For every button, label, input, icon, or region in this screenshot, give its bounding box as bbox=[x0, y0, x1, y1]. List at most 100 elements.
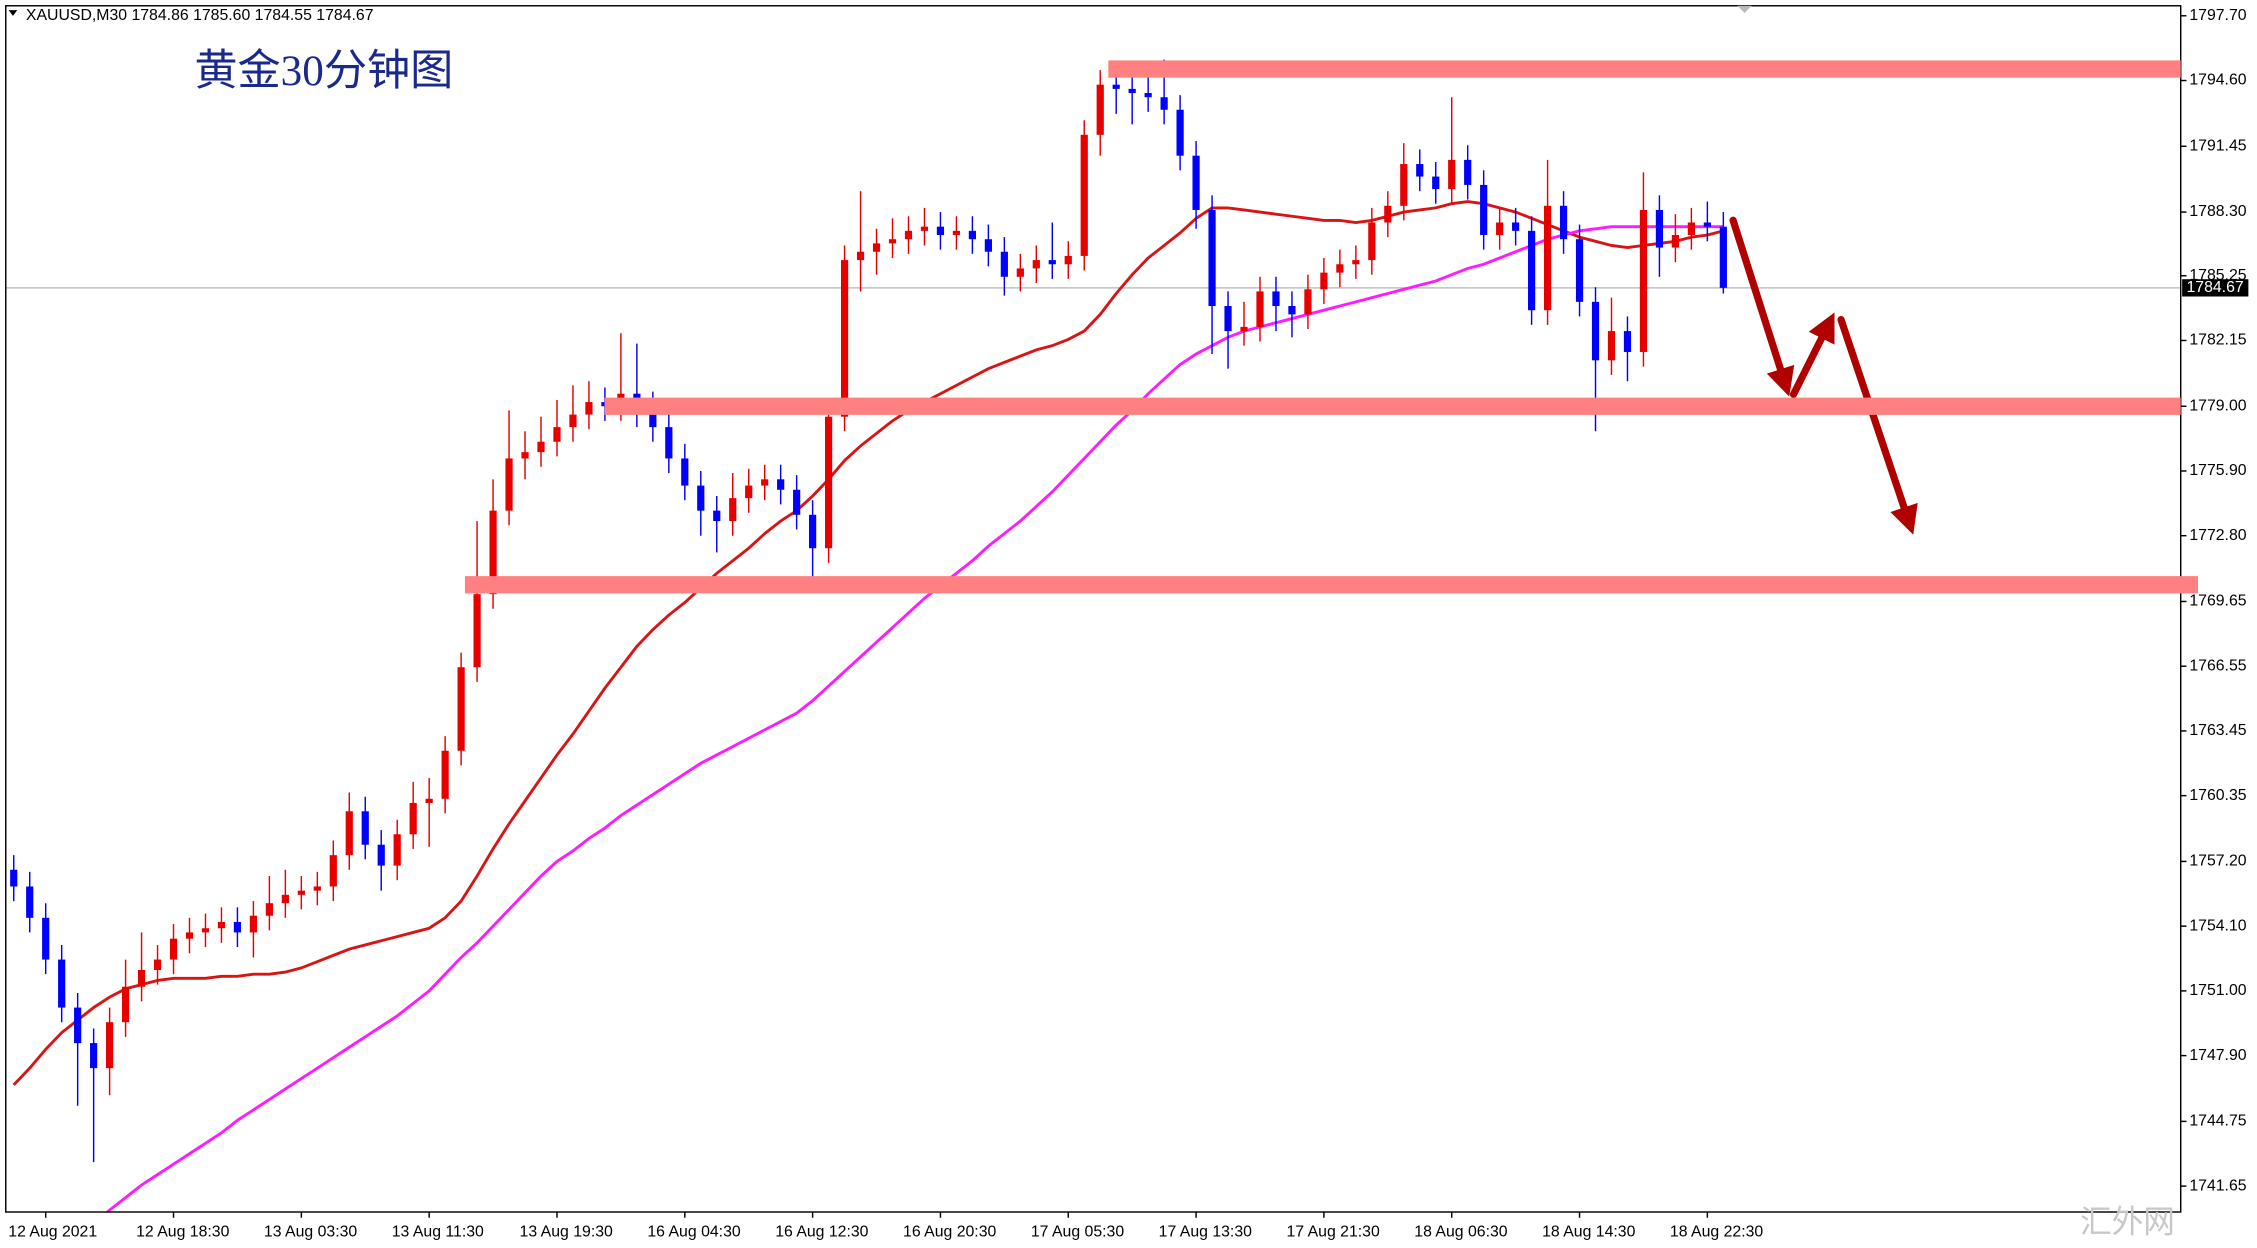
plot-area bbox=[5, 59, 2181, 1213]
candle-body bbox=[361, 811, 369, 845]
candle-body bbox=[217, 921, 226, 929]
candle-body bbox=[10, 869, 18, 887]
moving-average bbox=[12, 200, 1724, 1086]
candle-body bbox=[984, 239, 992, 252]
y-tick-label: 1775.90 bbox=[2189, 462, 2246, 479]
plot-frame bbox=[5, 5, 2182, 1213]
candle-body bbox=[1096, 84, 1104, 135]
candle-body bbox=[1208, 209, 1216, 307]
candle-body bbox=[1144, 93, 1152, 98]
candle-body bbox=[1464, 159, 1472, 185]
x-tick-label: 18 Aug 14:30 bbox=[1542, 1223, 1635, 1240]
candle-body bbox=[1336, 264, 1344, 273]
candle-body bbox=[840, 260, 849, 417]
level-zone bbox=[604, 397, 2181, 415]
x-tick-label: 13 Aug 11:30 bbox=[392, 1223, 484, 1240]
candle-body bbox=[1128, 88, 1136, 94]
candle-body bbox=[809, 514, 817, 549]
candle-body bbox=[553, 427, 561, 442]
candle-body bbox=[1320, 272, 1328, 290]
candle-body bbox=[1240, 326, 1248, 332]
candle-body bbox=[153, 959, 162, 971]
chart-header: XAUUSD,M30 1784.86 1785.60 1784.55 1784.… bbox=[26, 7, 374, 24]
chart-title: 黄金30分钟图 bbox=[194, 47, 453, 95]
x-tick-label: 12 Aug 18:30 bbox=[136, 1223, 229, 1240]
shift-marker bbox=[1737, 5, 1752, 13]
candle-body bbox=[1639, 209, 1648, 352]
candle-body bbox=[1416, 164, 1424, 177]
candle-body bbox=[121, 986, 130, 1023]
candle-body bbox=[297, 890, 305, 895]
candle-body bbox=[521, 452, 529, 459]
candle-body bbox=[281, 894, 289, 904]
candle-body bbox=[1000, 251, 1008, 277]
candle-body bbox=[824, 416, 833, 549]
candle-body bbox=[425, 798, 433, 803]
y-tick-label: 1766.55 bbox=[2189, 657, 2246, 674]
candle-body bbox=[1224, 306, 1232, 332]
candle-body bbox=[137, 970, 146, 987]
candle-body bbox=[58, 959, 66, 1008]
candle-body bbox=[1703, 222, 1711, 227]
candle-body bbox=[1256, 291, 1264, 327]
x-tick-label: 16 Aug 04:30 bbox=[647, 1223, 740, 1240]
y-tick-label: 1791.45 bbox=[2189, 137, 2246, 154]
candle-body bbox=[1016, 268, 1024, 277]
candle-body bbox=[1352, 260, 1360, 265]
candle-body bbox=[697, 485, 705, 511]
candle-body bbox=[185, 932, 194, 939]
candle-body bbox=[713, 510, 721, 522]
candle-body bbox=[90, 1043, 98, 1069]
candle-body bbox=[1304, 289, 1312, 315]
candle-body bbox=[1064, 255, 1072, 265]
candle-body bbox=[1591, 301, 1600, 361]
candle-body bbox=[968, 230, 976, 240]
candle-body bbox=[473, 594, 481, 668]
y-tick-label: 1772.80 bbox=[2189, 527, 2246, 544]
candle-body bbox=[1559, 205, 1568, 240]
y-tick-label: 1751.00 bbox=[2189, 982, 2246, 999]
x-tick-label: 13 Aug 03:30 bbox=[264, 1223, 357, 1240]
y-tick-label: 1760.35 bbox=[2189, 787, 2246, 804]
x-tick-label: 18 Aug 22:30 bbox=[1670, 1223, 1763, 1240]
watermark: 汇外网 bbox=[2080, 1205, 2175, 1241]
y-tick-label: 1769.65 bbox=[2189, 593, 2246, 610]
candle-body bbox=[952, 230, 961, 236]
x-tick-label: 13 Aug 19:30 bbox=[520, 1223, 613, 1240]
x-tick-label: 17 Aug 21:30 bbox=[1286, 1223, 1379, 1240]
x-tick-label: 17 Aug 13:30 bbox=[1159, 1223, 1252, 1240]
candle-body bbox=[920, 226, 929, 231]
candle-body bbox=[1384, 205, 1392, 223]
candle-body bbox=[1719, 226, 1727, 288]
candle-body bbox=[888, 239, 897, 244]
candle-body bbox=[1655, 209, 1664, 248]
last-price-box bbox=[2182, 279, 2249, 297]
x-tick-label: 17 Aug 05:30 bbox=[1031, 1223, 1124, 1240]
candle-body bbox=[1543, 205, 1552, 311]
candle-body bbox=[1575, 239, 1584, 302]
candle-body bbox=[1528, 230, 1536, 311]
candle-body bbox=[1192, 155, 1200, 210]
candle-body bbox=[936, 226, 945, 236]
candle-body bbox=[1400, 164, 1408, 206]
y-tick-label: 1741.65 bbox=[2189, 1177, 2246, 1194]
candle-body bbox=[585, 402, 593, 415]
candle-body bbox=[1607, 331, 1616, 361]
candle-body bbox=[729, 498, 737, 522]
candle-body bbox=[761, 479, 769, 486]
candle-body bbox=[1272, 291, 1280, 307]
candle-body bbox=[201, 928, 210, 933]
candle-body bbox=[1288, 306, 1296, 315]
level-zone bbox=[1108, 60, 2181, 78]
candle-body bbox=[42, 917, 50, 960]
candle-body bbox=[1671, 235, 1680, 248]
candle-body bbox=[681, 458, 689, 486]
candle-body bbox=[793, 489, 801, 515]
candle-body bbox=[1368, 222, 1376, 261]
candle-body bbox=[265, 903, 273, 916]
candle-body bbox=[1176, 109, 1184, 156]
y-tick-label: 1797.70 bbox=[2189, 7, 2246, 24]
candle-body bbox=[1432, 176, 1440, 190]
candle-body bbox=[393, 834, 401, 866]
